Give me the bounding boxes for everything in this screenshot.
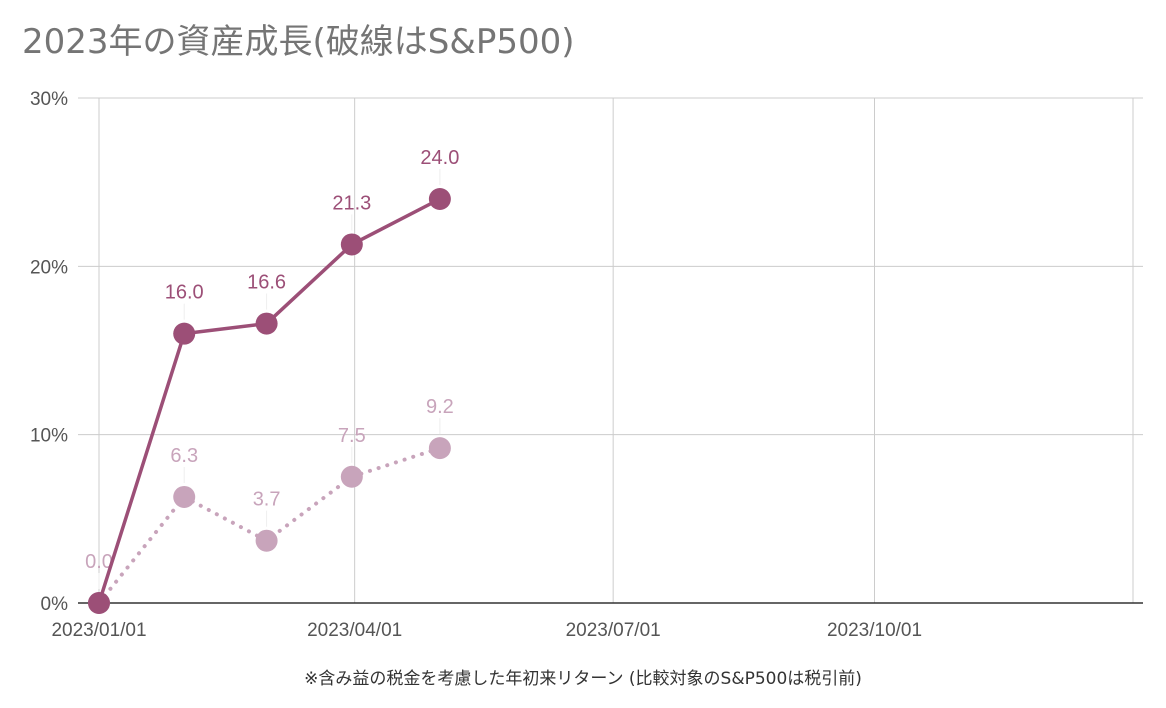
chart-title: 2023年の資産成長(破線はS&P500) bbox=[22, 22, 575, 62]
data-point bbox=[340, 233, 363, 256]
data-point bbox=[340, 465, 363, 488]
y-tick-label: 0% bbox=[41, 594, 69, 615]
data-label: 16.6 bbox=[247, 272, 286, 294]
data-point bbox=[428, 437, 451, 460]
data-label: 0.0 bbox=[85, 551, 113, 573]
x-tick-label: 2023/07/01 bbox=[566, 620, 661, 641]
data-point bbox=[88, 592, 110, 614]
data-point bbox=[255, 529, 278, 552]
data-label: 16.0 bbox=[165, 282, 204, 304]
data-point bbox=[173, 322, 196, 345]
y-tick-label: 20% bbox=[30, 257, 68, 278]
data-label: 9.2 bbox=[426, 396, 454, 418]
data-point bbox=[173, 485, 196, 508]
data-label: 6.3 bbox=[170, 445, 198, 467]
series-line bbox=[97, 446, 442, 605]
data-label: 3.7 bbox=[253, 489, 281, 511]
y-tick-label: 30% bbox=[30, 89, 68, 110]
x-axis-label: ※含み益の税金を考慮した年初来リターン (比較対象のS&P500は税引前) bbox=[304, 669, 862, 689]
data-point bbox=[255, 312, 278, 335]
series-solid: 16.0 16.6 21.3 24.0 bbox=[88, 147, 459, 614]
series-dotted: 0.0 6.3 3.7 7.5 9.2 bbox=[85, 396, 454, 614]
data-label: 7.5 bbox=[338, 425, 366, 447]
x-tick-label: 2023/04/01 bbox=[307, 620, 402, 641]
data-label: 24.0 bbox=[420, 147, 459, 169]
data-label: 21.3 bbox=[332, 192, 371, 214]
y-tick-label: 10% bbox=[30, 426, 68, 447]
data-point bbox=[428, 188, 451, 210]
x-tick-label: 2023/10/01 bbox=[827, 620, 922, 641]
x-tick-label: 2023/01/01 bbox=[51, 620, 146, 641]
